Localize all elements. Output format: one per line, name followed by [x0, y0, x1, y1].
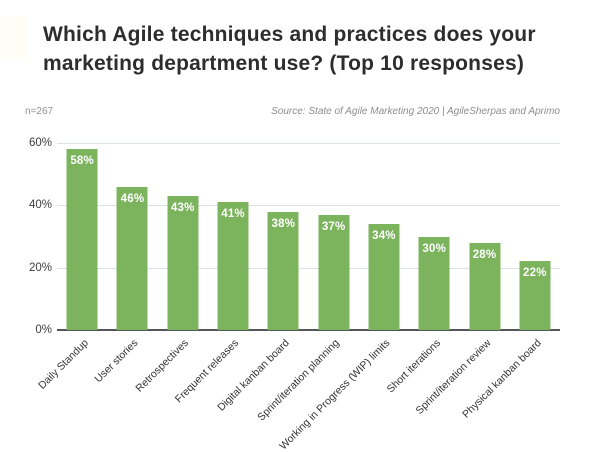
- corner-artifact: [0, 16, 27, 60]
- bar-value-label: 28%: [472, 248, 497, 261]
- bar-short-iterations: 30%: [418, 236, 450, 330]
- y-tick-label-0%: 0%: [35, 324, 52, 336]
- bar-column: 41% Frequent releases: [173, 143, 258, 405]
- chart-title: Which Agile techniques and practices doe…: [43, 20, 563, 78]
- bar-sprint-iteration-review: 28%: [469, 242, 501, 330]
- gridline-40%: [57, 205, 560, 207]
- chart-title-line-1: Which Agile techniques and practices doe…: [43, 23, 536, 46]
- x-axis-line: [57, 329, 560, 331]
- bar-column: 30% Short iterations: [384, 143, 459, 395]
- x-axis-label: Working in Progress (WIP) limits: [277, 337, 393, 452]
- bar-column: 28% Sprint/iteration review: [413, 143, 509, 417]
- bar-daily-standup: 58%: [66, 149, 98, 330]
- x-axis-label: User stories: [92, 337, 141, 386]
- bar-column: 43% Retrospectives: [134, 143, 208, 395]
- bar-value-label: 22%: [523, 267, 547, 280]
- plot-area: 58% Daily Standup 46% User stories 43% Retros…: [36, 143, 560, 452]
- bar-column: 38% Digital kanban board: [215, 143, 308, 414]
- bar-value-label: 34%: [372, 230, 396, 243]
- bar-user-stories: 46%: [116, 186, 148, 330]
- bar-working-in-progress-wip-limits: 34%: [368, 224, 400, 330]
- bar-value-label: 41%: [221, 208, 245, 221]
- bar-columns: 58% Daily Standup 46% User stories 43% Retros…: [36, 143, 560, 452]
- bar-value-label: 43%: [170, 201, 195, 214]
- y-tick-label-60%: 60%: [28, 137, 52, 149]
- y-tick-label-40%: 40%: [28, 199, 52, 212]
- bar-column: 46% User stories: [93, 143, 157, 385]
- sample-size-label: n=267: [25, 106, 54, 117]
- bar-frequent-releases: 41%: [217, 202, 249, 330]
- chart-page: { "header": { "title_lines": [ "Which Ag…: [0, 16, 600, 452]
- bar-value-label: 46%: [120, 192, 145, 205]
- bar-column: 22% Physical kanban board: [460, 143, 560, 421]
- bar-column: 58% Daily Standup: [36, 143, 107, 392]
- bar-value-label: 37%: [321, 220, 346, 233]
- bar-value-label: 38%: [271, 217, 296, 230]
- meta-row: n=267 Source: State of Agile Marketing 2…: [0, 106, 600, 120]
- bar-value-label: 30%: [422, 242, 447, 255]
- x-axis-label: Daily Standup: [35, 337, 91, 392]
- bar-column: 34% Working in Progress (WIP) limits: [277, 143, 409, 452]
- bar-sprint-iteration-planning: 37%: [318, 214, 350, 330]
- bar-digital-kanban-board: 38%: [267, 211, 299, 330]
- y-tick-label-20%: 20%: [28, 261, 52, 274]
- gridline-20%: [57, 267, 560, 269]
- bar-retrospectives: 43%: [167, 195, 199, 330]
- source-label: Source: State of Agile Marketing 2020 | …: [271, 106, 560, 117]
- bar-column: 37% Sprint/iteration planning: [256, 143, 358, 423]
- bar-value-label: 58%: [70, 155, 94, 168]
- chart-title-line-2: marketing department use? (Top 10 respon…: [43, 52, 525, 75]
- gridline-60%: [57, 143, 560, 144]
- bar-physical-kanban-board: 22%: [519, 261, 551, 330]
